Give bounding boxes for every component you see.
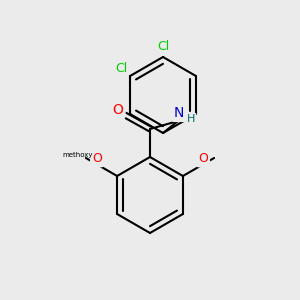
Text: O: O — [112, 103, 123, 117]
Text: O: O — [198, 152, 208, 166]
Text: H: H — [187, 114, 195, 124]
Text: Cl: Cl — [115, 61, 127, 74]
Text: Cl: Cl — [157, 40, 169, 53]
Text: methoxy: methoxy — [63, 152, 93, 158]
Text: O: O — [92, 152, 102, 166]
Text: N: N — [174, 106, 184, 120]
